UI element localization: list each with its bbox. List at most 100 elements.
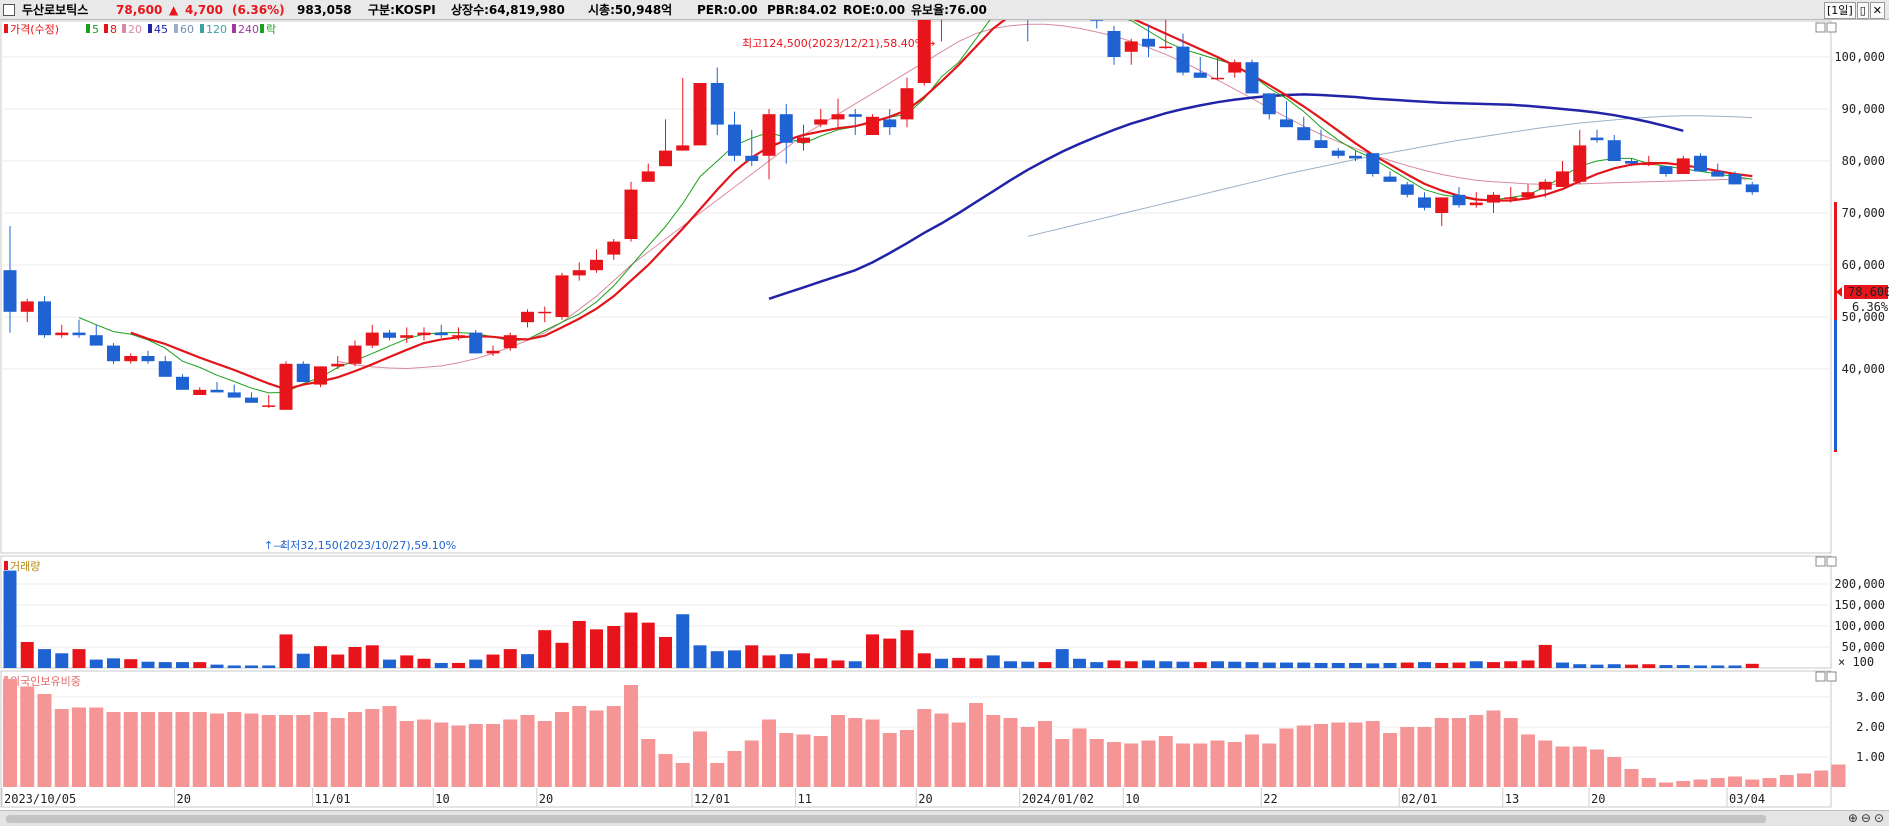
volume-bar xyxy=(1038,662,1052,668)
volume-bar xyxy=(641,622,655,668)
panel-maximize-button[interactable] xyxy=(1815,671,1826,682)
candle-down xyxy=(176,376,189,390)
panel-maximize-button[interactable] xyxy=(1815,556,1826,567)
volume-bar xyxy=(348,647,362,668)
foreign-bar xyxy=(917,709,932,787)
panel-close-button[interactable] xyxy=(1826,671,1837,682)
trade-volume: 983,058 xyxy=(297,3,352,17)
candle-down xyxy=(210,389,224,393)
foreign-bar xyxy=(606,706,621,787)
foreign-bar xyxy=(1762,778,1777,787)
legend-ma8-swatch xyxy=(104,24,108,33)
period-button[interactable]: [1일] xyxy=(1824,2,1856,19)
candle-up xyxy=(1487,194,1500,203)
foreign-bar xyxy=(934,713,949,787)
restore-button[interactable]: ▯ xyxy=(1856,2,1869,19)
legend-ma20: 20 xyxy=(128,23,142,36)
foreign-bar xyxy=(727,751,742,787)
volume-panel xyxy=(0,555,1832,669)
volume-bar xyxy=(538,630,552,668)
price-tick-label: 70,000 xyxy=(1842,206,1885,220)
foreign-bar xyxy=(1331,722,1346,787)
volume-bar xyxy=(1211,661,1224,668)
volume-bar xyxy=(1418,662,1431,668)
panel-close-button[interactable] xyxy=(1826,22,1837,33)
volume-bar xyxy=(1556,662,1569,668)
volume-bar xyxy=(331,654,345,668)
candle-down xyxy=(1400,184,1414,195)
select-checkbox[interactable] xyxy=(3,4,15,16)
candle-down xyxy=(710,83,724,125)
candle-up xyxy=(641,171,655,182)
panel-maximize-button[interactable] xyxy=(1815,22,1826,33)
candle-down xyxy=(1366,153,1380,174)
volume-bar xyxy=(745,645,759,668)
volume-bar xyxy=(38,649,51,668)
candle-up xyxy=(917,20,931,83)
candle-up xyxy=(1556,171,1569,187)
date-tick-label: 20 xyxy=(177,792,191,806)
high-price-annotation: 최고124,500(2023/12/21),58.40% xyxy=(742,37,925,50)
zoom-in-icon[interactable]: ⊕ xyxy=(1847,811,1861,825)
candle-up xyxy=(831,114,845,120)
candle-up xyxy=(1124,41,1138,52)
volume-bar xyxy=(969,658,983,668)
candle-down xyxy=(1711,171,1725,177)
volume-bar xyxy=(624,612,638,668)
candle-down xyxy=(1314,140,1328,148)
foreign-bar xyxy=(1831,764,1846,787)
price-range-marker-low xyxy=(1834,320,1837,450)
foreign-bar xyxy=(624,685,638,787)
volume-bar xyxy=(1538,644,1552,668)
volume-bar xyxy=(1159,661,1173,668)
volume-bar xyxy=(314,646,327,668)
zoom-reset-icon[interactable]: ⊙ xyxy=(1873,811,1887,825)
candle-down xyxy=(296,363,310,382)
volume-bar xyxy=(952,657,966,668)
volume-bar xyxy=(1176,661,1190,668)
horizontal-scrollbar[interactable]: ⊕⊖⊙ xyxy=(0,810,1889,826)
foreign-bar xyxy=(1486,710,1501,787)
candle-up xyxy=(1435,197,1449,213)
foreign-bar xyxy=(399,721,414,787)
volume-bar xyxy=(1573,664,1587,668)
foreign-bar xyxy=(796,734,811,787)
candle-up xyxy=(262,405,276,407)
foreign-bar xyxy=(1055,739,1070,787)
foreign-bar xyxy=(1538,740,1553,787)
candle-down xyxy=(728,124,741,156)
foreign-bar xyxy=(1245,734,1259,787)
volume-bar xyxy=(176,662,189,668)
stock-chart[interactable]: 가격(수정) 5 8 20 45 60 120 240 락 40,000 50,0… xyxy=(0,20,1889,810)
scroll-thumb[interactable] xyxy=(6,815,1766,823)
volume-bar xyxy=(452,662,465,668)
date-tick-label: 2023/10/05 xyxy=(4,792,76,806)
foreign-bar xyxy=(1365,721,1380,787)
foreign-bar xyxy=(1503,718,1518,787)
foreign-bar xyxy=(1227,742,1242,787)
volume-bar xyxy=(107,658,120,668)
date-axis: 2023/10/05 20 11/01 10 20 12/01 11 20 2024/01/02… xyxy=(1,788,1765,807)
foreign-bar xyxy=(1124,743,1139,787)
candle-down xyxy=(383,332,396,338)
volume-bar xyxy=(659,636,672,668)
foreign-bar xyxy=(969,703,983,787)
close-button[interactable]: ✕ xyxy=(1869,2,1885,19)
foreign-bar xyxy=(1158,736,1173,787)
foreign-bar xyxy=(382,706,397,787)
foreign-bar xyxy=(175,712,190,787)
date-tick-label: 20 xyxy=(539,792,553,806)
candle-up xyxy=(521,311,534,323)
candle-down xyxy=(1590,137,1604,141)
candle-down xyxy=(158,361,172,377)
zoom-out-icon[interactable]: ⊖ xyxy=(1860,811,1874,825)
volume-bar xyxy=(141,661,155,668)
panel-close-button[interactable] xyxy=(1826,556,1837,567)
candle-up xyxy=(331,363,345,367)
foreign-bar xyxy=(1383,733,1397,787)
market-type: 구분:KOSPI xyxy=(368,3,436,17)
foreign-bar xyxy=(1314,724,1328,787)
price-tick-label: 40,000 xyxy=(1842,362,1885,376)
candle-down xyxy=(1176,46,1190,73)
volume-bar xyxy=(469,659,483,668)
